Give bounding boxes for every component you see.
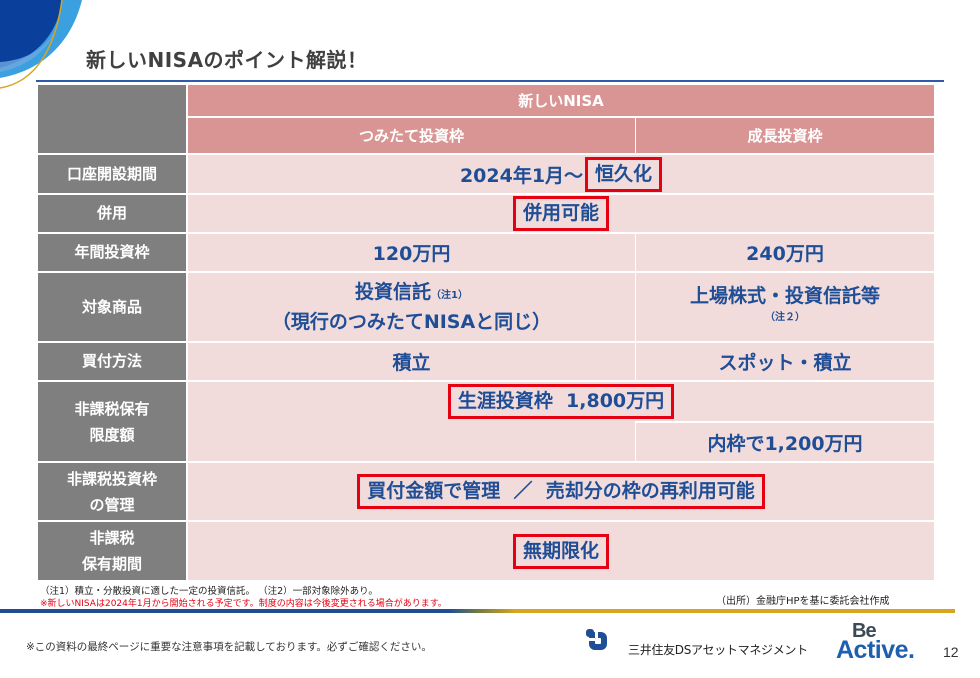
tax-free-limit-tsumitate-empty: [188, 421, 636, 463]
tax-free-limit-label-1: 非課税保有: [74, 399, 150, 418]
title-divider: [36, 80, 944, 82]
row-value-combined-use: 併用可能: [188, 195, 934, 234]
annual-limit-tsumitate: 120万円: [188, 234, 636, 273]
annual-limit-seicho: 240万円: [636, 234, 934, 273]
highlight-permanent: 恒久化: [585, 156, 663, 192]
eligible-seicho-line1: 上場株式・投資信託等: [689, 285, 880, 307]
row-label-combined-use: 併用: [38, 195, 188, 234]
tax-free-limit-lifetime: 生涯投資枠 1,800万円: [188, 382, 934, 421]
highlight-combined-use: 併用可能: [512, 196, 609, 231]
row-label-eligible-products: 対象商品: [38, 273, 188, 343]
holding-period-label-1: 非課税: [89, 529, 135, 547]
limit-management-label-2: の管理: [89, 495, 135, 514]
company-logo-icon: [586, 629, 607, 650]
row-value-limit-management: 買付金額で管理 ／ 売却分の枠の再利用可能: [188, 463, 934, 522]
page-title: 新しいNISAのポイント解説！: [86, 48, 368, 72]
purchase-method-seicho: スポット・積立: [636, 343, 934, 382]
note2-marker: （注２）: [765, 312, 805, 323]
highlight-unlimited-period: 無期限化: [512, 533, 609, 569]
header-tsumitate: つみたて投資枠: [188, 118, 636, 155]
row-value-holding-period: 無期限化: [188, 522, 934, 580]
eligible-products-seicho: 上場株式・投資信託等 （注２）: [636, 273, 934, 343]
source-note: （出所）金融庁HPを基に委託会社作成: [716, 596, 890, 607]
page-number: 12: [943, 644, 959, 660]
company-name: 三井住友DSアセットマネジメント: [628, 643, 808, 657]
row-label-purchase-method: 買付方法: [38, 343, 188, 382]
highlight-lifetime-limit: 生涯投資枠 1,800万円: [447, 384, 675, 419]
highlight-limit-management: 買付金額で管理 ／ 売却分の枠の再利用可能: [357, 474, 765, 509]
tax-free-limit-seicho-sub: 内枠で1,200万円: [636, 421, 934, 463]
footer-divider: [0, 609, 955, 613]
eligible-tsumitate-main: 投資信託: [355, 281, 432, 303]
eligible-products-tsumitate: 投資信託（注1） （現行のつみたてNISAと同じ）: [188, 273, 636, 343]
footnote-warning: ※新しいNISAは2024年1月から開始される予定です。制度の内容は今後変更され…: [40, 599, 447, 609]
purchase-method-tsumitate: 積立: [188, 343, 636, 382]
row-label-annual-limit: 年間投資枠: [38, 234, 188, 273]
holding-period-label-2: 保有期間: [81, 555, 142, 573]
row-label-limit-management: 非課税投資枠 の管理: [38, 463, 188, 522]
slogan-be: Be: [852, 620, 877, 642]
table-corner-cell: [38, 85, 188, 155]
eligible-tsumitate-line2: （現行のつみたてNISAと同じ）: [271, 311, 552, 333]
footnote-notes: （注1）積立・分散投資に適した一定の投資信託。 （注2）一部対象除外あり。: [40, 586, 378, 597]
tax-free-limit-label-2: 限度額: [89, 425, 135, 444]
slogan-active: Active.: [836, 636, 915, 664]
eligible-tsumitate-line1: 投資信託（注1）: [355, 279, 468, 309]
limit-management-label-1: 非課税投資枠: [66, 469, 157, 488]
account-period-start: 2024年1月～: [459, 164, 584, 187]
corner-swoosh-decoration: [0, 0, 82, 89]
row-label-tax-free-limit: 非課税保有 限度額: [38, 382, 188, 463]
row-value-account-period: 2024年1月～ 恒久化: [188, 155, 934, 195]
disclaimer-text: ※この資料の最終ページに重要な注意事項を記載しております。必ずご確認ください。: [26, 641, 432, 653]
row-label-holding-period: 非課税 保有期間: [38, 522, 188, 580]
header-new-nisa: 新しいNISA: [188, 85, 934, 118]
row-label-account-period: 口座開設期間: [38, 155, 188, 195]
header-seicho: 成長投資枠: [636, 118, 934, 155]
note1-marker: （注1）: [431, 290, 468, 301]
